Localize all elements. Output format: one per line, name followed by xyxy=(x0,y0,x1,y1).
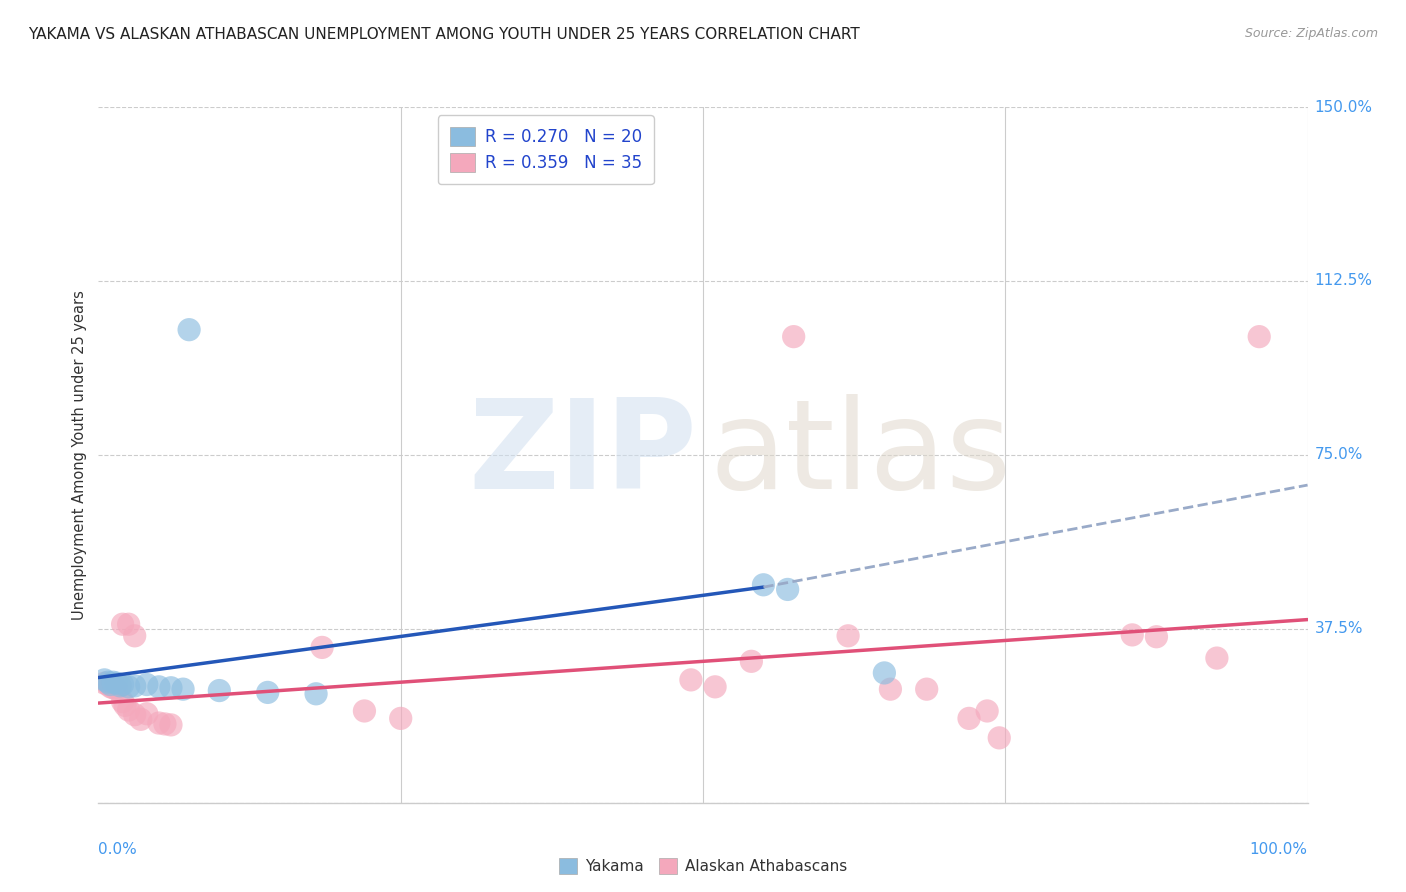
Point xyxy=(704,680,727,694)
Point xyxy=(135,677,157,691)
Point xyxy=(108,679,131,693)
Point xyxy=(118,680,141,694)
Point xyxy=(389,711,412,725)
Y-axis label: Unemployment Among Youth under 25 years: Unemployment Among Youth under 25 years xyxy=(72,290,87,620)
Point xyxy=(105,676,128,690)
Point xyxy=(135,706,157,721)
Point xyxy=(879,682,901,697)
Text: atlas: atlas xyxy=(709,394,1011,516)
Point xyxy=(256,685,278,699)
Point xyxy=(124,707,146,722)
Point xyxy=(111,617,134,632)
Point xyxy=(740,654,762,668)
Point xyxy=(305,687,328,701)
Point xyxy=(782,329,804,343)
Point xyxy=(915,682,938,697)
Point xyxy=(118,703,141,717)
Point xyxy=(93,676,115,690)
Point xyxy=(177,323,201,337)
Point xyxy=(148,716,170,731)
Text: 37.5%: 37.5% xyxy=(1315,622,1362,636)
Point xyxy=(101,675,124,690)
Point xyxy=(100,677,122,691)
Point xyxy=(679,673,702,687)
Point xyxy=(124,629,146,643)
Point xyxy=(776,582,799,597)
Point xyxy=(101,681,124,695)
Text: ZIP: ZIP xyxy=(468,394,697,516)
Point xyxy=(148,680,170,694)
Point xyxy=(105,682,128,697)
Point xyxy=(118,617,141,632)
Text: 0.0%: 0.0% xyxy=(98,842,138,856)
Point xyxy=(311,640,333,655)
Point xyxy=(208,683,231,698)
Point xyxy=(97,675,120,690)
Point xyxy=(114,698,136,713)
Point xyxy=(111,677,134,691)
Point xyxy=(837,629,859,643)
Point xyxy=(353,704,375,718)
Point xyxy=(153,717,176,731)
Point xyxy=(97,677,120,691)
Text: 150.0%: 150.0% xyxy=(1315,100,1372,114)
Text: Source: ZipAtlas.com: Source: ZipAtlas.com xyxy=(1244,27,1378,40)
Point xyxy=(1249,329,1271,343)
Text: 112.5%: 112.5% xyxy=(1315,274,1372,288)
Point xyxy=(129,712,152,726)
Point xyxy=(1144,630,1167,644)
Point xyxy=(160,718,183,732)
Point xyxy=(93,673,115,687)
Point xyxy=(976,704,998,718)
Text: 100.0%: 100.0% xyxy=(1250,842,1308,856)
Legend: Yakama, Alaskan Athabascans: Yakama, Alaskan Athabascans xyxy=(553,852,853,880)
Point xyxy=(100,680,122,694)
Point xyxy=(172,682,194,697)
Point xyxy=(752,578,775,592)
Point xyxy=(1206,651,1229,665)
Point xyxy=(957,711,980,725)
Point xyxy=(1121,628,1143,642)
Text: YAKAMA VS ALASKAN ATHABASCAN UNEMPLOYMENT AMONG YOUTH UNDER 25 YEARS CORRELATION: YAKAMA VS ALASKAN ATHABASCAN UNEMPLOYMEN… xyxy=(28,27,860,42)
Point xyxy=(160,681,183,695)
Point xyxy=(988,731,1011,745)
Point xyxy=(873,665,896,680)
Text: 75.0%: 75.0% xyxy=(1315,448,1362,462)
Point xyxy=(108,679,131,693)
Point xyxy=(111,695,134,709)
Point xyxy=(124,679,146,693)
